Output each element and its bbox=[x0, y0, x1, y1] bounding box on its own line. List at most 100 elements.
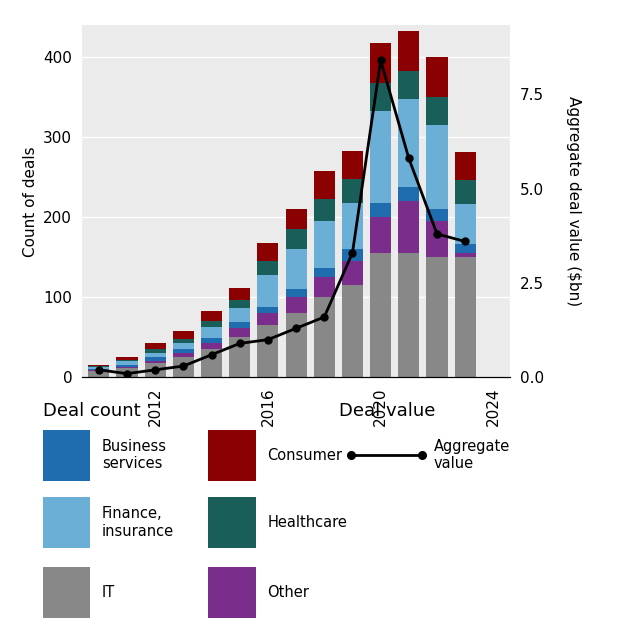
Y-axis label: Aggregate deal value ($bn): Aggregate deal value ($bn) bbox=[566, 96, 581, 306]
Bar bbox=[173, 353, 194, 357]
Bar bbox=[427, 209, 447, 221]
Bar bbox=[455, 243, 476, 253]
Bar bbox=[201, 338, 222, 343]
Bar bbox=[398, 201, 420, 253]
Bar bbox=[370, 83, 391, 111]
Bar bbox=[370, 111, 391, 203]
Bar bbox=[117, 365, 137, 367]
Bar bbox=[173, 339, 194, 343]
Bar bbox=[173, 349, 194, 353]
Bar bbox=[43, 567, 90, 618]
Bar bbox=[173, 357, 194, 377]
Bar bbox=[455, 180, 476, 204]
Text: IT: IT bbox=[102, 585, 115, 600]
Bar bbox=[145, 353, 166, 357]
Bar bbox=[117, 357, 137, 360]
Bar bbox=[427, 97, 447, 125]
Text: Deal value: Deal value bbox=[339, 401, 435, 420]
Bar bbox=[229, 287, 250, 300]
Bar bbox=[88, 370, 110, 371]
Bar bbox=[209, 567, 256, 618]
Bar bbox=[257, 243, 278, 260]
Bar bbox=[342, 261, 363, 286]
Bar bbox=[257, 260, 278, 275]
Bar bbox=[398, 71, 420, 99]
Bar bbox=[427, 57, 447, 97]
Text: Business
services: Business services bbox=[102, 439, 167, 471]
Bar bbox=[398, 187, 420, 201]
Bar bbox=[398, 31, 420, 71]
Bar bbox=[427, 257, 447, 377]
Text: Finance,
insurance: Finance, insurance bbox=[102, 506, 174, 539]
Bar bbox=[398, 253, 420, 377]
Y-axis label: Count of deals: Count of deals bbox=[23, 146, 38, 257]
Bar bbox=[314, 221, 335, 268]
Bar bbox=[285, 230, 307, 249]
Bar bbox=[285, 313, 307, 377]
Bar bbox=[455, 204, 476, 243]
Bar bbox=[427, 221, 447, 257]
Text: Consumer: Consumer bbox=[268, 448, 343, 463]
Bar bbox=[314, 268, 335, 277]
Bar bbox=[229, 322, 250, 328]
Bar bbox=[88, 367, 110, 369]
Bar bbox=[117, 362, 137, 365]
Bar bbox=[257, 275, 278, 307]
Bar bbox=[314, 298, 335, 377]
Bar bbox=[229, 308, 250, 322]
Bar bbox=[229, 328, 250, 337]
Text: Healthcare: Healthcare bbox=[268, 515, 348, 530]
Bar bbox=[173, 331, 194, 339]
Text: Aggregate
value: Aggregate value bbox=[433, 439, 510, 471]
Bar bbox=[257, 307, 278, 313]
Bar bbox=[201, 349, 222, 377]
Bar bbox=[145, 349, 166, 353]
Bar bbox=[342, 179, 363, 203]
Bar bbox=[201, 343, 222, 349]
Bar bbox=[314, 199, 335, 221]
Bar bbox=[285, 209, 307, 230]
Bar bbox=[209, 430, 256, 481]
Bar bbox=[370, 253, 391, 377]
Bar bbox=[342, 286, 363, 377]
Bar bbox=[209, 497, 256, 548]
Bar bbox=[342, 151, 363, 179]
Text: Other: Other bbox=[268, 585, 309, 600]
Bar bbox=[117, 368, 137, 377]
Bar bbox=[117, 367, 137, 368]
Bar bbox=[398, 99, 420, 187]
Bar bbox=[229, 300, 250, 308]
Bar bbox=[455, 253, 476, 257]
Bar bbox=[88, 369, 110, 370]
Bar bbox=[455, 257, 476, 377]
Bar bbox=[229, 337, 250, 377]
Bar bbox=[201, 321, 222, 327]
Text: Deal count: Deal count bbox=[43, 401, 140, 420]
Bar bbox=[285, 298, 307, 313]
Bar bbox=[370, 217, 391, 253]
Bar bbox=[285, 249, 307, 289]
Bar bbox=[370, 43, 391, 83]
Bar bbox=[173, 343, 194, 349]
Bar bbox=[201, 311, 222, 321]
Bar bbox=[145, 360, 166, 363]
Bar bbox=[43, 430, 90, 481]
Bar bbox=[145, 357, 166, 360]
Bar bbox=[257, 313, 278, 325]
Bar bbox=[342, 249, 363, 261]
Bar bbox=[342, 203, 363, 249]
Bar bbox=[88, 366, 110, 367]
Bar bbox=[201, 327, 222, 338]
Bar bbox=[88, 365, 110, 366]
Bar bbox=[314, 171, 335, 199]
Bar bbox=[455, 152, 476, 180]
Bar bbox=[145, 343, 166, 349]
Bar bbox=[285, 289, 307, 298]
Bar bbox=[43, 497, 90, 548]
Bar bbox=[314, 277, 335, 298]
Bar bbox=[145, 363, 166, 377]
Bar bbox=[257, 325, 278, 377]
Bar bbox=[370, 203, 391, 217]
Bar bbox=[117, 360, 137, 362]
Bar bbox=[88, 371, 110, 377]
